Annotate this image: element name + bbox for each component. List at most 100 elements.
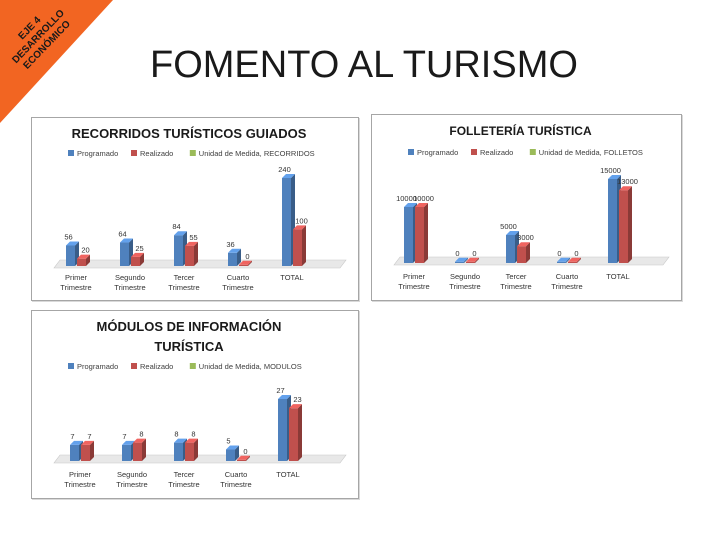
bar-top xyxy=(70,440,83,445)
data-label: 56 xyxy=(64,232,72,241)
category-label: Primer xyxy=(69,470,92,479)
bar-front xyxy=(122,444,131,461)
bar-top xyxy=(174,231,187,236)
data-label: 5 xyxy=(226,437,230,446)
bar-top xyxy=(455,257,468,262)
bar xyxy=(185,241,198,266)
legend-label: Realizado xyxy=(480,148,513,157)
bar-front xyxy=(415,207,424,263)
data-label: 10000 xyxy=(413,194,434,203)
bar-top xyxy=(77,254,90,259)
data-label: 8 xyxy=(139,430,143,439)
bar-side xyxy=(90,440,94,461)
data-label: 36 xyxy=(226,240,234,249)
chart-folleteria: FOLLETERÍA TURÍSTICA Programado Realizado U… xyxy=(371,114,682,301)
bar-front xyxy=(282,178,291,266)
data-label: 8 xyxy=(191,430,195,439)
bar-front xyxy=(619,190,628,263)
category-label: Trimestre xyxy=(60,283,91,292)
legend-swatch xyxy=(68,150,74,156)
bar xyxy=(133,438,146,461)
legend-label: Unidad de Medida, FOLLETOS xyxy=(539,148,643,157)
category-label: Trimestre xyxy=(220,480,251,489)
bar-front xyxy=(66,245,75,266)
legend-entry: Unidad de Medida, RECORRIDOS xyxy=(189,149,315,158)
data-label: 7 xyxy=(70,432,74,441)
chart-floor xyxy=(53,454,347,464)
bar-top xyxy=(185,241,198,246)
category-label: Cuarto xyxy=(556,272,579,281)
bar-front xyxy=(174,235,183,266)
bar-top xyxy=(237,455,250,460)
bar-side xyxy=(566,257,570,263)
bar xyxy=(455,257,468,263)
bar-top xyxy=(289,404,302,409)
bar-front xyxy=(81,444,90,461)
category-label: Cuarto xyxy=(227,273,250,282)
bar-top xyxy=(619,186,632,191)
bar-side xyxy=(246,455,250,461)
category-label: Primer xyxy=(403,272,426,281)
chart-title: RECORRIDOS TURÍSTICOS GUIADOS xyxy=(72,126,307,141)
data-label: 10000 xyxy=(396,194,417,203)
bar-top xyxy=(81,440,94,445)
legend-label: Programado xyxy=(417,148,458,157)
bar xyxy=(568,257,581,263)
data-label: 0 xyxy=(557,249,561,258)
category-label: TOTAL xyxy=(280,273,303,282)
bar-side xyxy=(142,438,146,461)
legend-entry: Realizado xyxy=(471,148,513,157)
legend-entry: Programado xyxy=(68,149,118,158)
bar-front xyxy=(120,242,129,266)
bar-side xyxy=(475,257,479,263)
bar xyxy=(237,455,250,461)
category-label: TOTAL xyxy=(276,470,299,479)
bar-top xyxy=(415,203,428,207)
category-label: Cuarto xyxy=(225,470,248,479)
legend-entry: Unidad de Medida, MODULOS xyxy=(189,362,302,371)
category-label: Trimestre xyxy=(449,282,480,291)
data-label: 3000 xyxy=(517,233,534,242)
bar xyxy=(517,242,530,263)
chart-recorridos: RECORRIDOS TURÍSTICOS GUIADOS Programado R… xyxy=(31,117,359,301)
bar-front xyxy=(237,459,246,461)
bar xyxy=(228,248,241,266)
bar-front xyxy=(70,444,79,461)
data-label: 64 xyxy=(118,230,126,239)
bar xyxy=(293,225,306,266)
bar-top xyxy=(133,438,146,443)
data-label: 0 xyxy=(243,447,247,456)
legend-swatch xyxy=(408,149,414,155)
legend-swatch xyxy=(131,150,137,156)
bar-front xyxy=(185,245,194,266)
bar-top xyxy=(282,174,295,178)
bar-side xyxy=(194,438,198,461)
data-label: 8 xyxy=(174,430,178,439)
bar-front xyxy=(506,235,515,263)
legend-swatch xyxy=(189,150,196,156)
legend-label: Programado xyxy=(77,149,118,158)
chart-svg: FOLLETERÍA TURÍSTICA Programado Realizado U… xyxy=(393,123,670,291)
bar-top xyxy=(568,257,581,262)
category-label: Trimestre xyxy=(551,282,582,291)
category-label: Tercer xyxy=(174,470,195,479)
chart-title: FOLLETERÍA TURÍSTICA xyxy=(449,123,592,138)
bar xyxy=(131,252,144,266)
legend-label: Programado xyxy=(77,362,118,371)
category-label: Trimestre xyxy=(114,283,145,292)
data-label: 5000 xyxy=(500,222,517,231)
category-label: Trimestre xyxy=(398,282,429,291)
bar-side xyxy=(86,254,90,266)
chart-svg: RECORRIDOS TURÍSTICOS GUIADOS Programado R… xyxy=(53,126,347,292)
bar-side xyxy=(237,248,241,266)
bar-side xyxy=(464,257,468,263)
bar-top xyxy=(239,260,252,265)
bar-side xyxy=(248,260,252,266)
bar-top xyxy=(557,257,570,262)
category-label: Segundo xyxy=(117,470,147,479)
chart-title: MÓDULOS DE INFORMACIÓN xyxy=(97,319,282,334)
bar-front xyxy=(228,252,237,266)
bar-top xyxy=(278,395,291,399)
bar-front xyxy=(289,408,298,461)
data-label: 7 xyxy=(87,432,91,441)
